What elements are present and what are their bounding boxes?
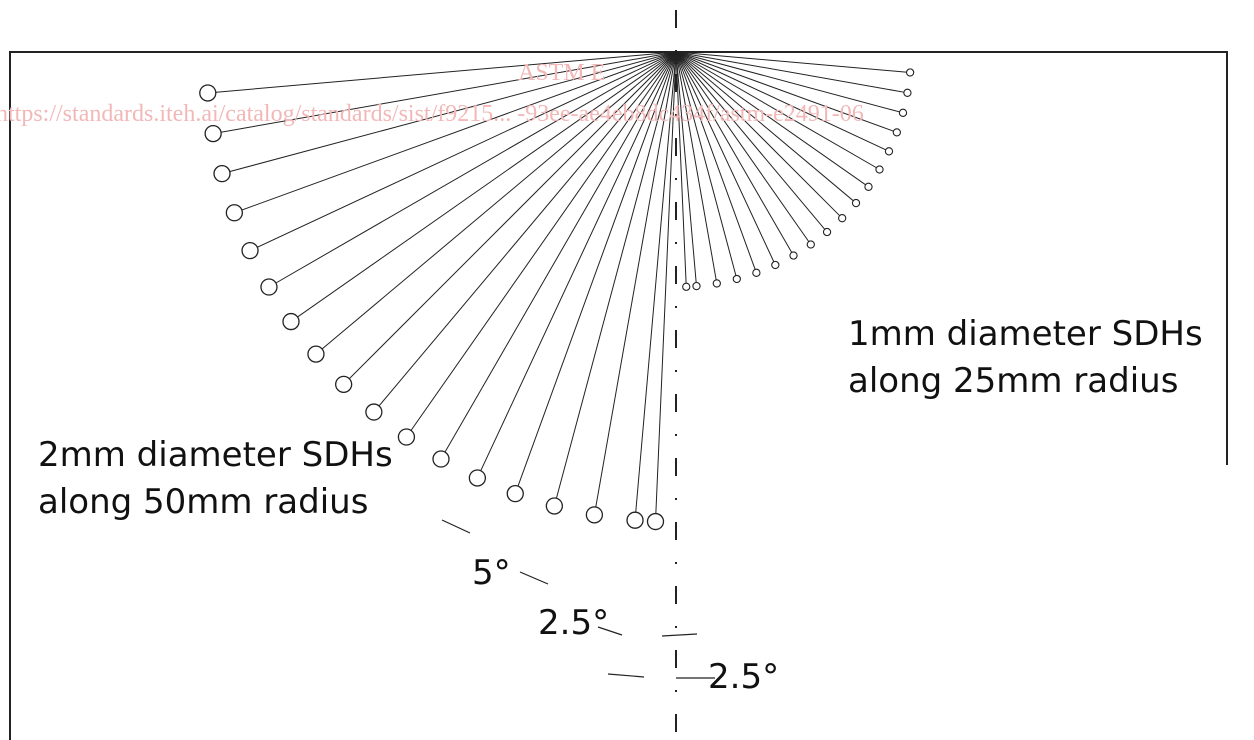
ray-large-4 [514,51,677,494]
angle-indicators [441,519,715,679]
large-hole [545,497,564,515]
ray-small-16 [675,51,908,94]
angle-label-2-5-a: 2.5° [538,603,609,643]
ray-small-4 [675,51,757,273]
ray-large-3 [553,51,677,507]
large-hole [585,506,604,524]
large-hole [225,204,243,222]
ray-small-14 [675,51,897,133]
large-hole [626,511,644,529]
ray-small-0 [675,51,687,287]
small-hole [806,240,815,249]
ray-large-6 [440,51,677,460]
ray-small-2 [675,51,718,284]
ray-large-9 [343,51,677,385]
ray-large-17 [207,51,677,94]
large-hole [506,485,524,503]
ray-small-7 [675,51,812,245]
large-hole [282,312,300,331]
ray-small-10 [675,51,857,204]
large-holes-label-line1: 2mm diameter SDHs [38,435,393,475]
large-holes-label-line2: along 50mm radius [38,482,368,522]
ray-small-8 [675,51,828,233]
small-hole [838,214,847,223]
large-hole [199,84,217,102]
small-hole [732,274,741,284]
large-hole [204,124,222,143]
large-hole [646,512,665,531]
ray-large-8 [373,51,677,413]
large-hole [260,278,278,296]
large-hole [213,164,231,183]
ray-large-15 [221,51,677,175]
watermark-line2: https://standards.iteh.ai/catalog/standa… [0,101,864,127]
angle-label-5: 5° [472,553,511,593]
small-hole [752,268,761,277]
small-hole [771,260,780,270]
small-holes-group [682,68,915,291]
ray-small-13 [675,51,890,152]
small-hole [903,88,912,97]
large-hole [397,428,416,446]
ray-group [207,51,911,522]
angle-label-2-5-b: 2.5° [708,657,779,697]
large-hole [432,450,450,468]
small-hole [822,227,832,237]
small-hole [884,147,894,156]
ray-large-11 [290,51,677,322]
ray-large-12 [268,51,677,288]
small-holes-label-line1: 1mm diameter SDHs [848,314,1203,354]
small-hole [682,282,691,291]
ray-small-5 [675,51,776,266]
small-hole [712,279,721,288]
large-hole [468,469,487,487]
ray-small-11 [675,51,869,188]
large-hole [241,241,259,260]
ray-small-17 [675,51,911,73]
small-hole [892,128,901,137]
ray-small-15 [675,51,904,114]
ray-small-1 [675,51,697,287]
ray-small-3 [675,51,738,280]
small-hole [789,251,798,260]
large-hole [335,375,353,393]
ray-small-12 [675,51,880,170]
small-hole [864,182,873,191]
ray-large-5 [476,51,677,479]
small-hole [905,68,915,77]
watermark-line1: ASTM E [518,60,605,86]
ray-large-7 [406,51,677,438]
ray-small-9 [675,51,843,219]
ray-large-0 [654,51,677,522]
small-hole [851,198,861,208]
ray-large-14 [234,51,677,214]
large-hole [307,345,325,363]
ray-large-2 [593,51,677,515]
large-hole [365,403,383,421]
small-hole [692,281,701,291]
large-holes-group [199,84,665,531]
small-holes-label-line2: along 25mm radius [848,361,1178,401]
ray-large-10 [315,51,677,355]
ray-small-6 [675,51,794,256]
small-hole [898,108,908,117]
ray-large-1 [634,51,677,521]
ray-large-16 [213,51,677,135]
ray-large-13 [249,51,677,252]
test-block-outline [9,51,1228,740]
small-hole [875,165,884,174]
